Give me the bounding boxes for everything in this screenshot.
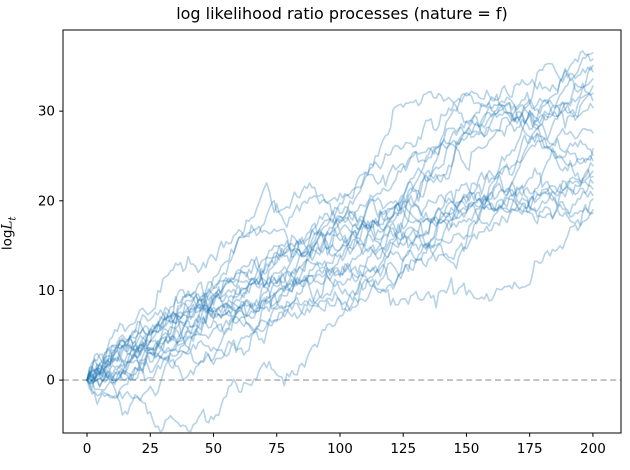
y-tick-label: 10 [38,283,55,299]
series-line [86,109,594,391]
series-line [86,137,594,381]
x-tick-label: 0 [83,441,92,457]
x-tick-label: 200 [580,441,606,457]
y-tick-label: 30 [38,104,55,120]
series-line [86,92,594,385]
series-line [86,162,594,416]
chart-title: log likelihood ratio processes (nature =… [176,4,508,23]
series-line [86,62,594,390]
x-tick-label: 150 [454,441,480,457]
x-tick-label: 175 [517,441,543,457]
series-line [86,64,594,385]
y-tick-label: 20 [38,193,55,209]
series-line [86,207,594,385]
y-axis-label-variable: L [0,220,16,230]
axes-spines [62,29,622,434]
series-line [86,167,594,382]
x-axis: 0 25 50 75 100 125 150 175 200 [83,433,606,457]
series-line [86,190,594,383]
series-line [86,187,594,433]
series-line [86,147,594,382]
series-line [86,52,594,381]
x-tick-label: 100 [327,441,353,457]
series-line [86,102,594,381]
series-line [86,132,594,381]
x-tick-label: 75 [268,441,285,457]
series-line [86,168,594,381]
series-line [86,78,594,381]
x-tick-label: 25 [142,441,159,457]
series-lines [86,50,594,433]
x-tick-label: 50 [205,441,222,457]
x-tick-label: 125 [390,441,416,457]
y-axis: 0 10 20 30 [38,104,63,389]
series-line [86,96,594,381]
y-axis-label-subscript: t [7,216,19,221]
y-axis-label: logLt [0,198,18,268]
y-tick-label: 0 [46,373,55,389]
series-line [86,181,594,388]
y-axis-label-prefix: log [0,229,16,251]
series-line [86,170,594,381]
series-line [86,65,594,399]
series-line [86,50,594,381]
series-line [86,85,594,388]
plot-border [62,29,622,434]
